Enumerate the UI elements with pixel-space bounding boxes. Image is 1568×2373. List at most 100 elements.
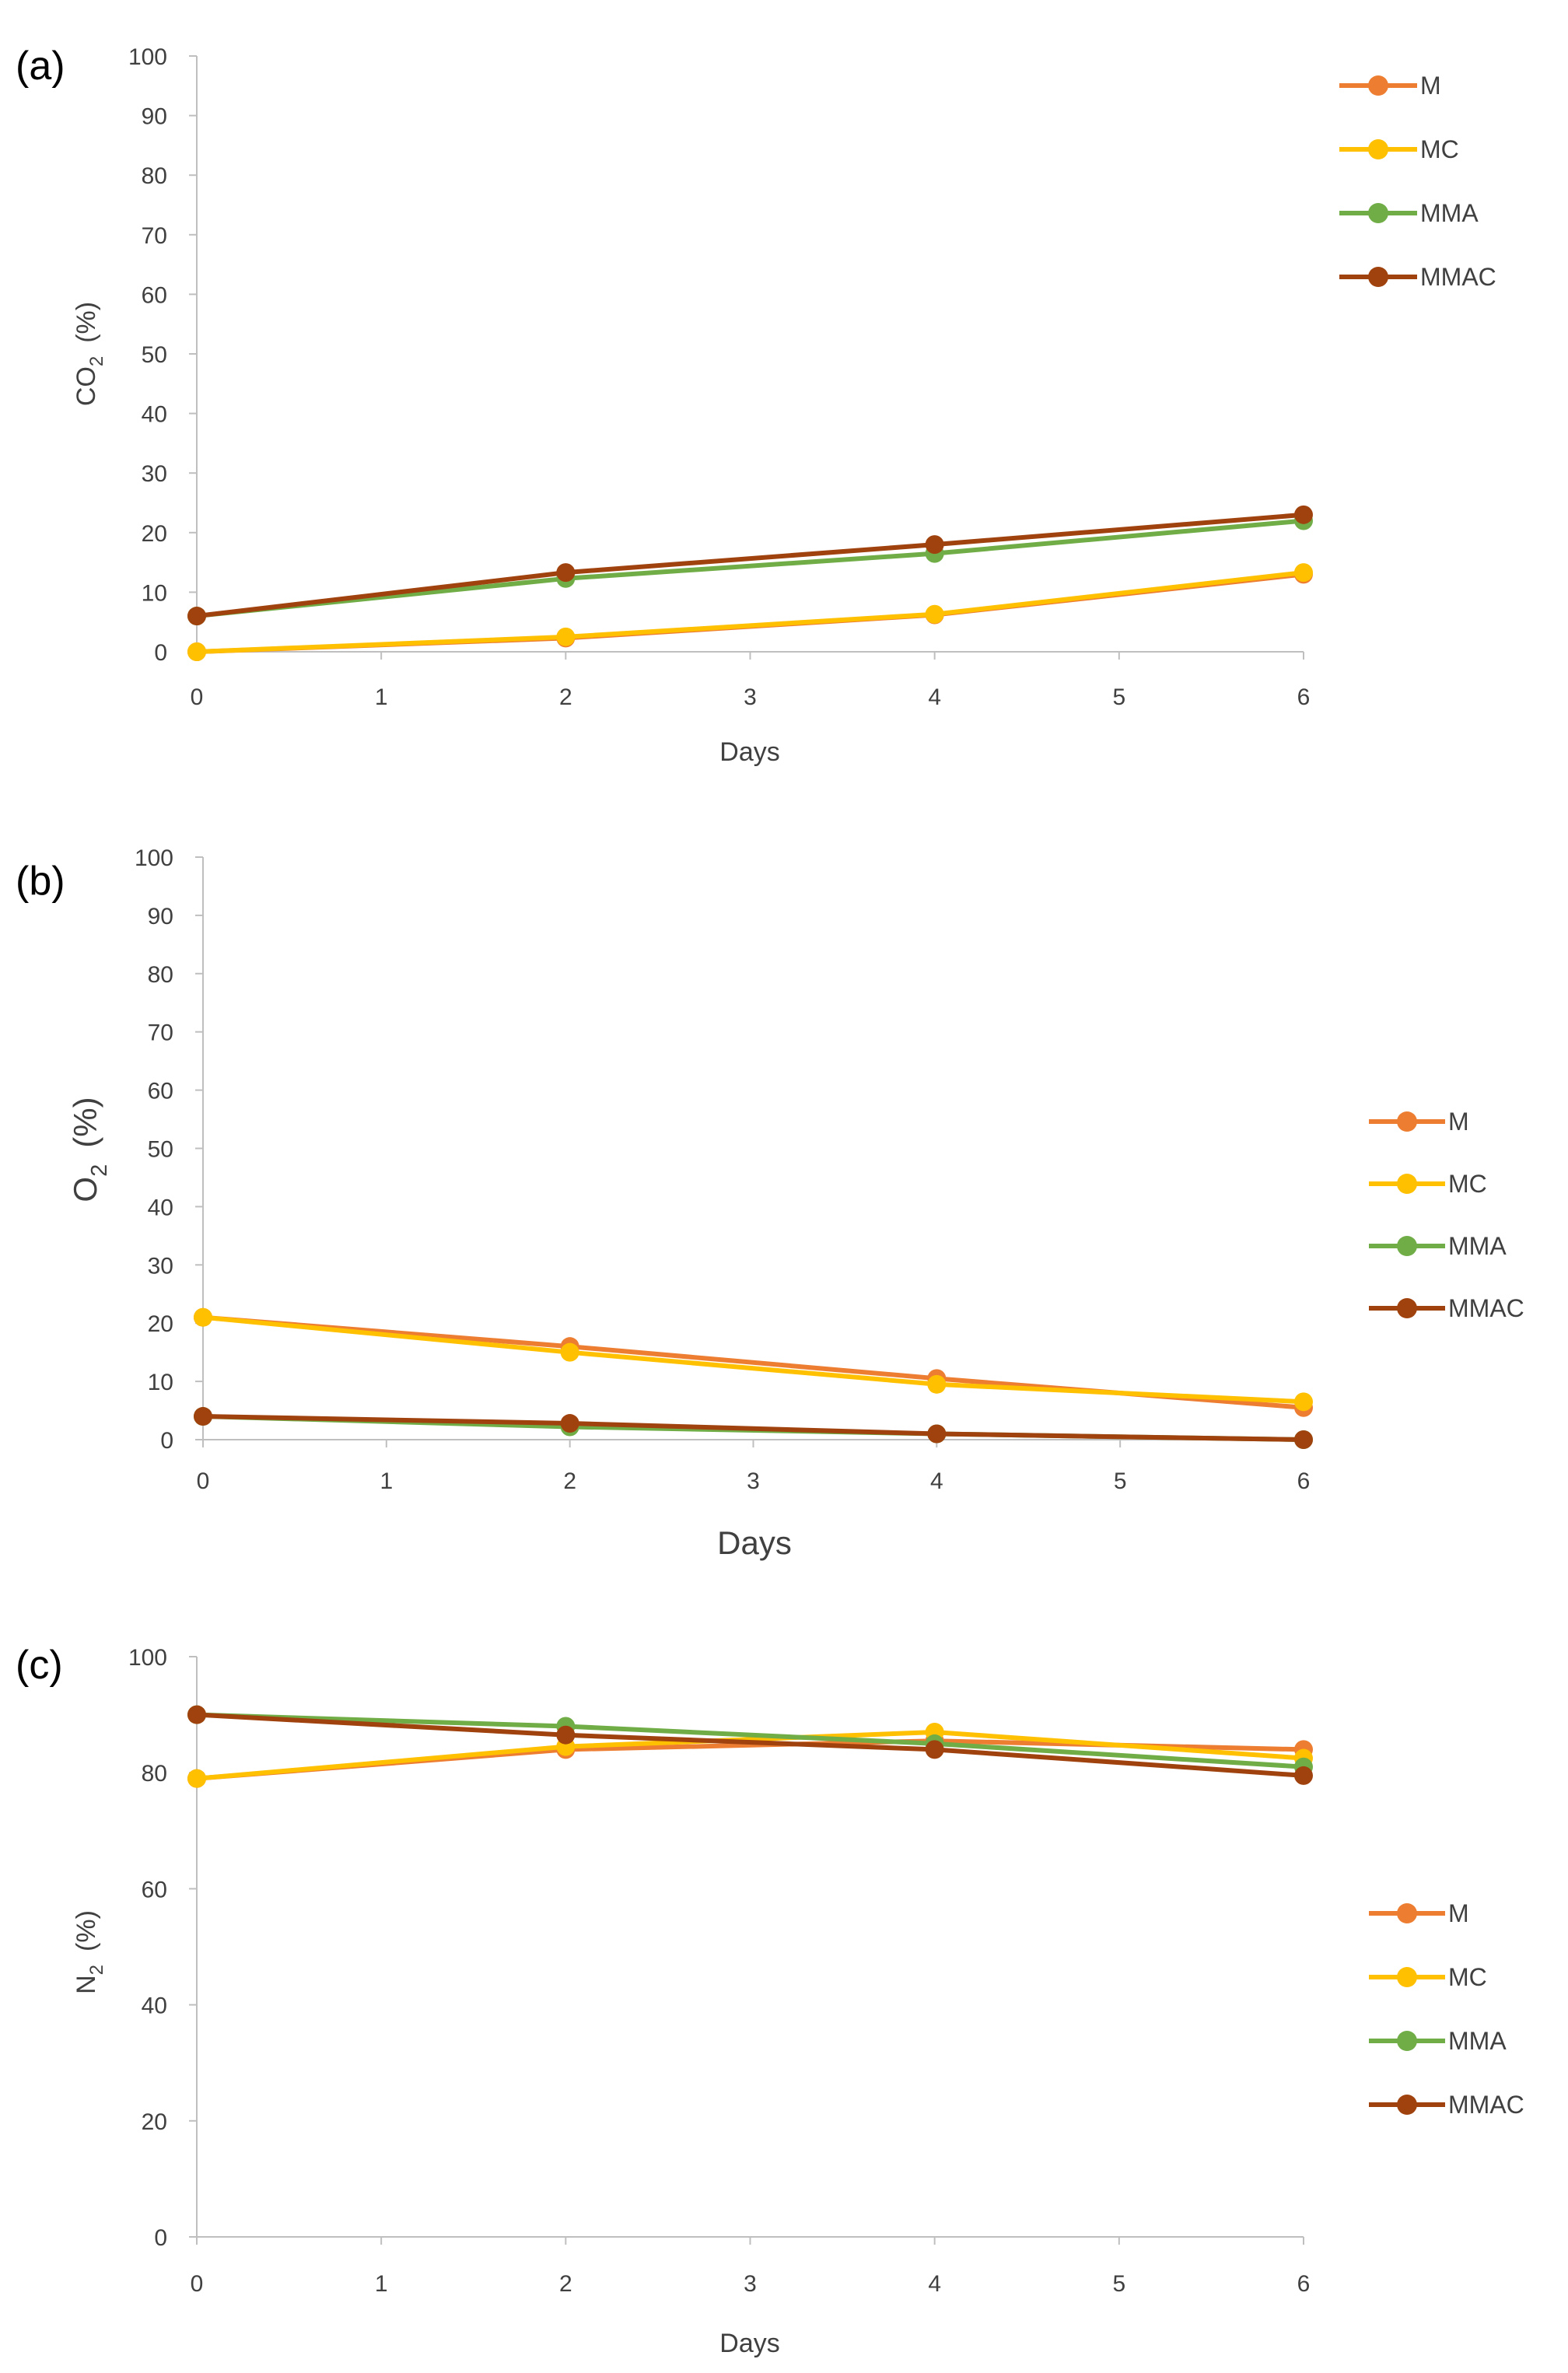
x-tick-label: 1 xyxy=(380,1468,393,1494)
series-line-mma xyxy=(194,518,1306,618)
y-tick-label: 60 xyxy=(148,1079,173,1104)
y-tick-label: 100 xyxy=(128,44,167,70)
x-tick-label: 1 xyxy=(375,2271,388,2297)
y-tick-label: 10 xyxy=(142,580,167,606)
legend-label-mmac: MMAC xyxy=(1448,1294,1524,1322)
y-tick-label: 80 xyxy=(148,962,173,988)
data-point-mmac xyxy=(560,1414,579,1433)
legend: M MC MMA MMAC xyxy=(1369,1108,1524,1322)
y-tick-label: 60 xyxy=(142,282,167,308)
legend-marker-mma xyxy=(1397,1236,1417,1256)
data-point-mmac xyxy=(187,607,206,626)
x-tick-label: 3 xyxy=(744,684,757,710)
x-axis-title: Days xyxy=(719,2329,779,2358)
y-tick-label: 60 xyxy=(142,1877,167,1902)
data-point-mmac xyxy=(1294,1430,1313,1449)
y-tick-label: 40 xyxy=(142,1993,167,2019)
data-point-mmac xyxy=(925,535,944,555)
series-line-mc xyxy=(201,1314,1306,1405)
x-tick-label: 3 xyxy=(747,1468,760,1494)
y-tick-label: 20 xyxy=(142,521,167,547)
legend: M MC MMA MMAC xyxy=(1369,1899,1524,2119)
y-tick-label: 20 xyxy=(148,1311,173,1337)
legend-marker-mc xyxy=(1397,1174,1417,1194)
data-point-mc xyxy=(1294,1392,1313,1412)
x-tick-label: 4 xyxy=(928,2271,941,2297)
data-point-mc xyxy=(556,627,576,646)
legend-label-mmac: MMAC xyxy=(1448,2091,1524,2119)
panel-label: (a) xyxy=(16,44,65,89)
y-tick-label: 0 xyxy=(154,2225,167,2251)
x-axis-title: Days xyxy=(719,737,779,767)
legend-marker-mmac xyxy=(1397,1298,1417,1318)
x-tick-label: 5 xyxy=(1112,2271,1125,2297)
y-tick-label: 50 xyxy=(142,342,167,368)
legend: M MC MMA MMAC xyxy=(1339,72,1496,291)
x-tick-label: 2 xyxy=(563,1468,576,1494)
y-tick-label: 70 xyxy=(142,223,167,249)
data-point-mmac xyxy=(927,1424,947,1444)
legend-label-mma: MMA xyxy=(1448,1232,1507,1260)
x-tick-label: 2 xyxy=(559,684,572,710)
legend-label-mmac: MMAC xyxy=(1420,263,1496,291)
data-point-mc xyxy=(187,642,206,661)
series-line-m xyxy=(194,572,1306,654)
legend-marker-m xyxy=(1368,75,1388,96)
series-line-mma xyxy=(194,1712,1306,1769)
legend-label-m: M xyxy=(1448,1108,1469,1136)
data-point-mmac xyxy=(1294,1766,1313,1785)
y-axis-title: CO2 (%) xyxy=(72,302,107,406)
series-line-mmac xyxy=(194,512,1306,618)
chart-panel-a: (a) 0 10 20 30 40 50 60 70 80 90 100 0 1 2 3 4 5 6 Days CO2 … xyxy=(16,44,1496,767)
y-tick-label: 0 xyxy=(154,640,167,666)
legend-marker-mmac xyxy=(1368,267,1388,287)
x-tick-label: 2 xyxy=(559,2271,572,2297)
legend-marker-m xyxy=(1397,1903,1417,1923)
x-tick-label: 6 xyxy=(1297,2271,1311,2297)
y-tick-label: 10 xyxy=(148,1370,173,1395)
legend-label-m: M xyxy=(1448,1899,1469,1927)
x-tick-label: 5 xyxy=(1114,1468,1127,1494)
x-tick-label: 5 xyxy=(1112,684,1125,710)
data-point-mc xyxy=(187,1769,206,1788)
y-tick-label: 70 xyxy=(148,1020,173,1046)
y-axis-title: N2 (%) xyxy=(72,1910,107,1994)
legend-marker-mc xyxy=(1368,139,1388,159)
y-tick-label: 40 xyxy=(148,1195,173,1220)
legend-label-mc: MC xyxy=(1420,135,1459,163)
data-point-mmac xyxy=(194,1407,212,1426)
legend-marker-m xyxy=(1397,1111,1417,1132)
legend-label-mma: MMA xyxy=(1448,2027,1507,2055)
panel-label: (b) xyxy=(16,859,65,904)
data-point-mmac xyxy=(187,1705,206,1724)
y-tick-label: 80 xyxy=(142,163,167,189)
y-tick-label: 30 xyxy=(142,461,167,487)
x-tick-label: 4 xyxy=(930,1468,943,1494)
x-tick-label: 4 xyxy=(928,684,941,710)
x-tick-label: 1 xyxy=(375,684,388,710)
legend-marker-mmac xyxy=(1397,2095,1417,2115)
data-point-mc xyxy=(927,1374,947,1394)
y-tick-label: 0 xyxy=(160,1428,173,1454)
x-axis-title: Days xyxy=(717,1524,792,1561)
legend-label-mc: MC xyxy=(1448,1170,1487,1198)
data-point-mc xyxy=(925,604,944,624)
data-point-mc xyxy=(560,1342,579,1362)
y-tick-label: 40 xyxy=(142,402,167,428)
data-point-mmac xyxy=(556,1725,576,1745)
legend-label-mc: MC xyxy=(1448,1963,1487,1991)
x-tick-label: 3 xyxy=(744,2271,757,2297)
x-tick-label: 0 xyxy=(191,684,204,710)
series-line-mc xyxy=(194,1730,1306,1781)
data-point-mc xyxy=(1294,563,1313,583)
legend-label-mma: MMA xyxy=(1420,199,1479,227)
x-tick-label: 0 xyxy=(197,1468,210,1494)
y-tick-label: 90 xyxy=(148,904,173,929)
x-tick-label: 0 xyxy=(191,2271,204,2297)
data-point-mc xyxy=(194,1307,212,1327)
data-point-mmac xyxy=(1294,505,1313,524)
panel-label: (c) xyxy=(16,1643,63,1688)
data-point-mmac xyxy=(925,1740,944,1759)
y-tick-label: 20 xyxy=(142,2109,167,2135)
